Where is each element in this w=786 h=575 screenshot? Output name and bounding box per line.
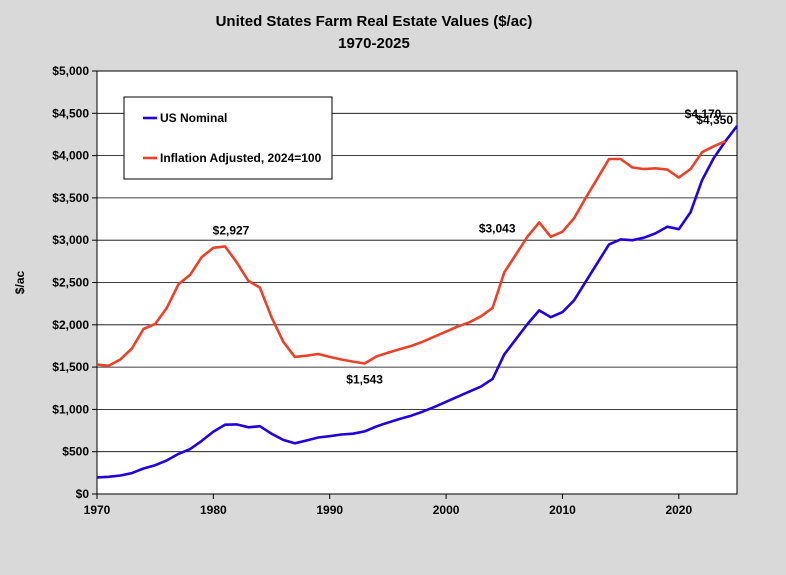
y-tick-label: $500 <box>62 445 89 459</box>
chart-title: United States Farm Real Estate Values ($… <box>216 13 533 30</box>
y-tick-label: $2,000 <box>52 318 89 332</box>
y-tick-label: $3,500 <box>52 191 89 205</box>
chart-subtitle: 1970-2025 <box>338 35 410 52</box>
data-label: $1,543 <box>346 372 383 386</box>
y-axis-label: $/ac <box>13 270 27 294</box>
series-line-1 <box>96 140 726 368</box>
x-axis-ticks: 1970 1980 1990 2000 2010 2020 <box>84 494 692 517</box>
legend-label: US Nominal <box>160 111 227 125</box>
y-tick-label: $4,000 <box>52 149 89 163</box>
y-axis-ticks: $0 $500 $1,000 $1,500 $2,000 $2,500 $3,000 $3,5… <box>52 64 97 501</box>
x-tick-label: 2010 <box>549 503 576 517</box>
x-tick-label: 2000 <box>433 503 460 517</box>
x-tick-label: 1990 <box>316 503 343 517</box>
y-tick-label: $4,500 <box>52 106 89 120</box>
x-tick-label: 2020 <box>665 503 692 517</box>
y-tick-label: $1,500 <box>52 360 89 374</box>
y-tick-label: $2,500 <box>52 276 89 290</box>
data-label: $4,170 <box>685 107 722 121</box>
data-labels: $2,927 $1,543 $3,043 $4,170$4,350 <box>213 107 734 386</box>
series-line-0 <box>96 125 739 479</box>
series-lines <box>96 125 739 479</box>
legend-box <box>123 96 333 180</box>
data-label: $3,043 <box>479 222 516 236</box>
legend: US Nominal Inflation Adjusted, 2024=100 <box>123 96 333 180</box>
legend-label: Inflation Adjusted, 2024=100 <box>160 151 322 165</box>
y-tick-label: $3,000 <box>52 233 89 247</box>
y-tick-label: $5,000 <box>52 64 89 78</box>
data-label: $4,350 <box>696 113 733 127</box>
x-tick-label: 1980 <box>200 503 227 517</box>
x-tick-label: 1970 <box>84 503 111 517</box>
data-label: $2,927 <box>213 223 250 237</box>
y-tick-label: $0 <box>76 487 90 501</box>
y-tick-label: $1,000 <box>52 402 89 416</box>
